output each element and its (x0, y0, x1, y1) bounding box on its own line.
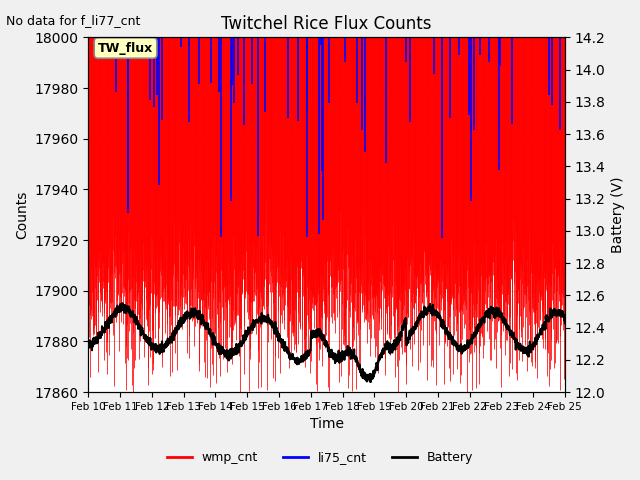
X-axis label: Time: Time (310, 418, 344, 432)
Title: Twitchel Rice Flux Counts: Twitchel Rice Flux Counts (221, 15, 432, 33)
Text: No data for f_li77_cnt: No data for f_li77_cnt (6, 14, 141, 27)
Text: TW_flux: TW_flux (98, 42, 153, 55)
Y-axis label: Battery (V): Battery (V) (611, 177, 625, 253)
Y-axis label: Counts: Counts (15, 191, 29, 239)
Legend: wmp_cnt, li75_cnt, Battery: wmp_cnt, li75_cnt, Battery (162, 446, 478, 469)
